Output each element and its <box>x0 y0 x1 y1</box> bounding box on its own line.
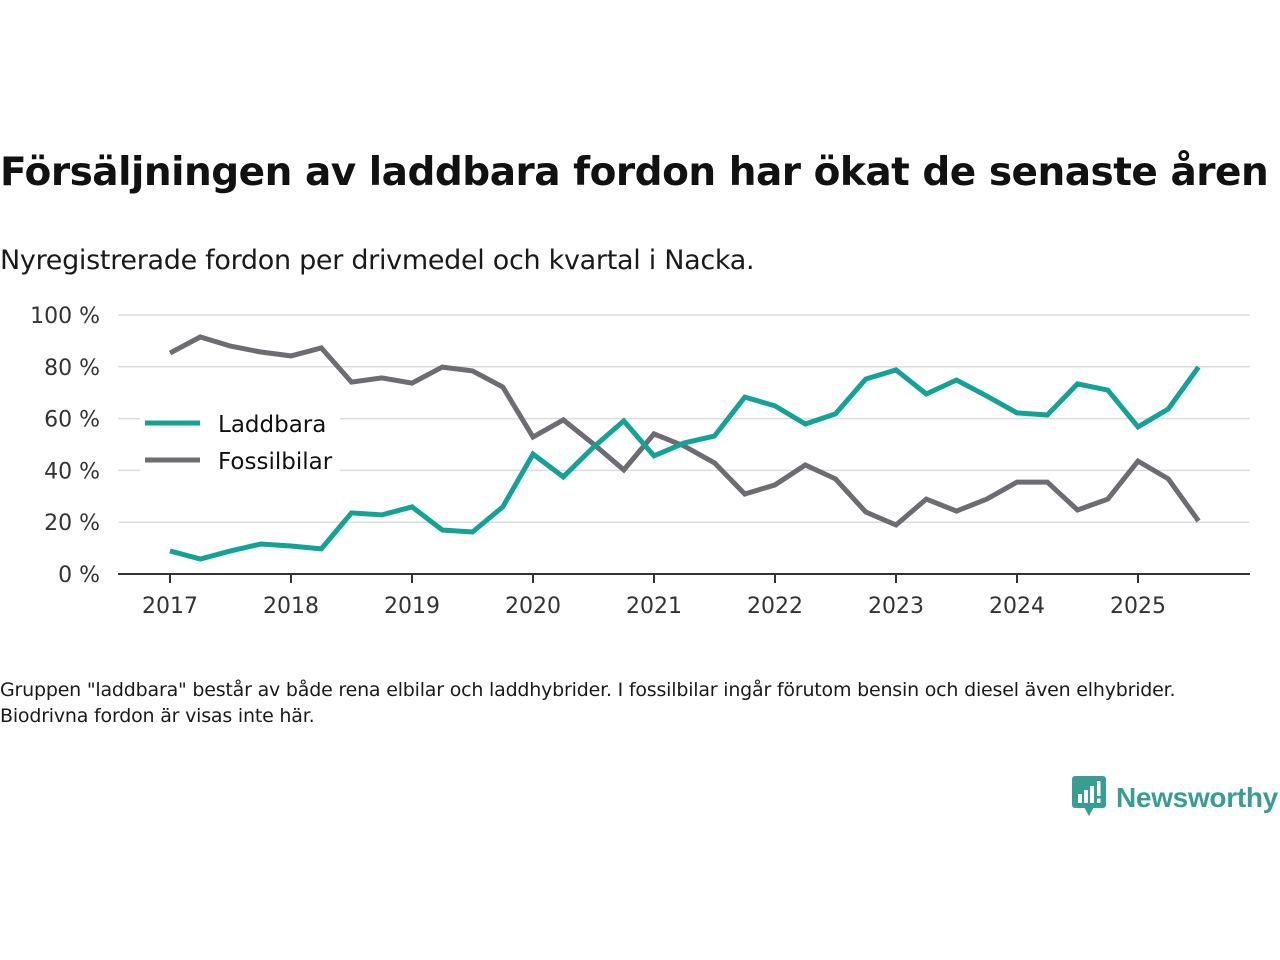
footnote: Gruppen "laddbara" består av både rena e… <box>0 679 1176 727</box>
x-tick-label: 2018 <box>263 594 319 619</box>
x-tick-label: 2021 <box>626 594 682 619</box>
brand-name: Newsworthy <box>1116 782 1278 813</box>
x-tick-label: 2025 <box>1110 594 1166 619</box>
legend-label-fossilbilar: Fossilbilar <box>218 449 333 475</box>
y-tick-label: 80 % <box>44 356 100 381</box>
x-tick-label: 2019 <box>384 594 440 619</box>
x-tick-label: 2023 <box>868 594 924 619</box>
chart-title: Försäljningen av laddbara fordon har öka… <box>0 150 1269 195</box>
y-axis-ticks: 0 % 20 % 40 % 60 % 80 % 100 % <box>30 304 100 588</box>
newsworthy-brand[interactable]: Newsworthy <box>1072 776 1278 820</box>
chart-subtitle: Nyregistrerade fordon per drivmedel och … <box>0 245 755 276</box>
x-axis: 2017 2018 2019 2020 2021 2022 2023 2024 2025 <box>118 573 1250 619</box>
x-tick-label: 2020 <box>505 594 561 619</box>
x-tick-label: 2017 <box>142 594 198 619</box>
x-tick-label: 2024 <box>989 594 1045 619</box>
y-tick-label: 100 % <box>30 304 100 329</box>
newsworthy-logo-icon <box>1072 776 1106 820</box>
y-tick-label: 40 % <box>44 459 100 484</box>
x-tick-label: 2022 <box>747 594 803 619</box>
legend: Laddbara Fossilbilar <box>140 398 340 478</box>
y-tick-label: 20 % <box>44 511 100 536</box>
y-tick-label: 0 % <box>58 563 100 588</box>
y-tick-label: 60 % <box>44 408 100 433</box>
line-chart: 0 % 20 % 40 % 60 % 80 % 100 % 2017 2018 2019 202… <box>30 304 1250 619</box>
legend-label-laddbara: Laddbara <box>218 412 326 438</box>
legend-background <box>140 398 340 478</box>
series-lines <box>168 334 1201 562</box>
